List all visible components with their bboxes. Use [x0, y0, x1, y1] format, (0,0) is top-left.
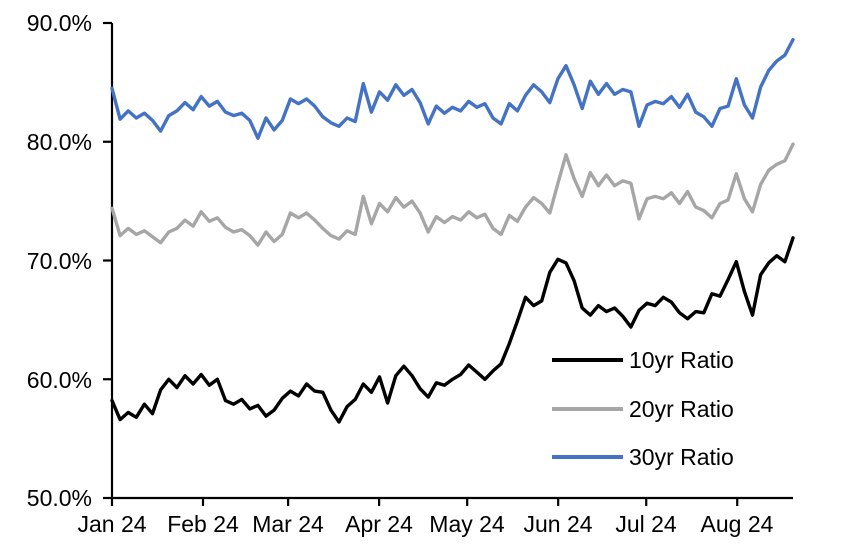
y-tick-label-70: 70.0%	[26, 248, 92, 274]
x-tick-label-feb: Feb 24	[167, 511, 239, 537]
x-tick-label-jun: Jun 24	[523, 511, 593, 537]
y-tick-label-60: 60.0%	[26, 367, 92, 393]
x-tick-label-jan: Jan 24	[77, 511, 147, 537]
x-tick-label-apr: Apr 24	[345, 511, 413, 537]
y-tick-label-80: 80.0%	[26, 129, 92, 155]
legend-label-10yr: 10yr Ratio	[629, 346, 734, 373]
x-tick-label-may: May 24	[429, 511, 505, 537]
legend-item-20yr: 20yr Ratio	[552, 396, 734, 422]
y-tick-label-50: 50.0%	[26, 485, 92, 511]
legend-line-30yr-icon	[552, 455, 623, 459]
series-line-30yr-ratio	[110, 37, 795, 140]
x-tick-label-mar: Mar 24	[252, 511, 324, 537]
legend-item-10yr: 10yr Ratio	[552, 347, 734, 373]
legend-line-10yr-icon	[552, 358, 623, 362]
legend-label-30yr: 30yr Ratio	[629, 443, 734, 470]
legend-item-30yr: 30yr Ratio	[552, 444, 734, 470]
y-tick-label-90: 90.0%	[26, 10, 92, 36]
x-tick-label-jul: Jul 24	[615, 511, 677, 537]
x-tick-label-aug: Aug 24	[700, 511, 774, 537]
legend-label-20yr: 20yr Ratio	[629, 395, 734, 422]
legend-line-20yr-icon	[552, 407, 623, 411]
series-line-20yr-ratio	[110, 142, 795, 247]
series-line-10yr-ratio	[110, 236, 795, 424]
